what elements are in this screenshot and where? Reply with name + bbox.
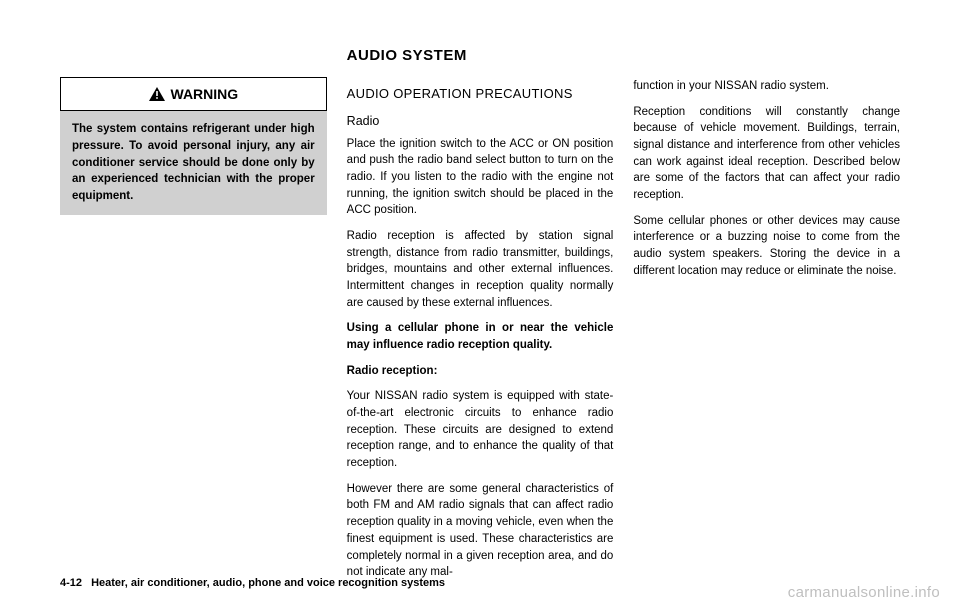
- paragraph-bold: Using a cellular phone in or near the ve…: [347, 320, 614, 353]
- warning-title-bar: WARNING: [60, 77, 327, 111]
- warning-body: The system contains refrigerant under hi…: [60, 111, 327, 214]
- paragraph: Radio reception is affected by station s…: [347, 228, 614, 311]
- watermark: carmanualsonline.info: [788, 584, 940, 601]
- warning-title: WARNING: [171, 84, 239, 104]
- section-header: AUDIO SYSTEM: [347, 45, 614, 67]
- page-number: 4-12: [60, 577, 82, 589]
- column-2: AUDIO SYSTEM AUDIO OPERATION PRECAUTIONS…: [347, 45, 614, 535]
- paragraph: Place the ignition switch to the ACC or …: [347, 136, 614, 219]
- heading-radio: Radio: [347, 112, 614, 130]
- warning-box: WARNING The system contains refrigerant …: [60, 77, 327, 215]
- paragraph: function in your NISSAN radio system.: [633, 78, 900, 95]
- paragraph: Some cellular phones or other devices ma…: [633, 213, 900, 280]
- paragraph-bold: Radio reception:: [347, 363, 614, 380]
- spacer: [633, 45, 900, 78]
- column-1: WARNING The system contains refrigerant …: [60, 45, 327, 535]
- page-content: WARNING The system contains refrigerant …: [60, 45, 900, 535]
- paragraph: Reception conditions will constantly cha…: [633, 104, 900, 204]
- paragraph: However there are some general character…: [347, 481, 614, 581]
- paragraph: Your NISSAN radio system is equipped wit…: [347, 388, 614, 471]
- column-3: function in your NISSAN radio system. Re…: [633, 45, 900, 535]
- chapter-title: Heater, air conditioner, audio, phone an…: [91, 577, 445, 589]
- heading-audio-precautions: AUDIO OPERATION PRECAUTIONS: [347, 85, 614, 104]
- page-footer: 4-12 Heater, air conditioner, audio, pho…: [60, 577, 445, 589]
- warning-triangle-icon: [149, 87, 165, 101]
